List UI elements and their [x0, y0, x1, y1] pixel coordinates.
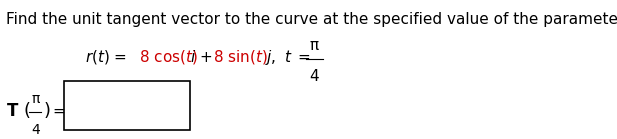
Text: =: = — [52, 103, 65, 118]
Text: π: π — [310, 38, 319, 53]
Text: $\mathit{r}(\mathit{t})$ =: $\mathit{r}(\mathit{t})$ = — [85, 49, 129, 66]
Text: $\mathbf{T}$: $\mathbf{T}$ — [6, 102, 19, 120]
Text: ): ) — [43, 102, 51, 120]
Text: Find the unit tangent vector to the curve at the specified value of the paramete: Find the unit tangent vector to the curv… — [6, 12, 617, 27]
Text: (: ( — [23, 102, 31, 120]
Text: 4: 4 — [31, 123, 39, 136]
Text: $\mathit{j}$,: $\mathit{j}$, — [265, 48, 276, 67]
Text: $8\ \sin(\mathit{t})$: $8\ \sin(\mathit{t})$ — [213, 49, 268, 66]
Text: 4: 4 — [310, 69, 319, 84]
Text: $8\ \cos(\mathit{t})$: $8\ \cos(\mathit{t})$ — [139, 49, 197, 66]
Text: $\mathit{i}$ +: $\mathit{i}$ + — [190, 49, 214, 65]
Text: π: π — [31, 92, 39, 106]
FancyBboxPatch shape — [64, 81, 190, 130]
Text: $\mathit{t}\ =$: $\mathit{t}\ =$ — [284, 49, 311, 65]
